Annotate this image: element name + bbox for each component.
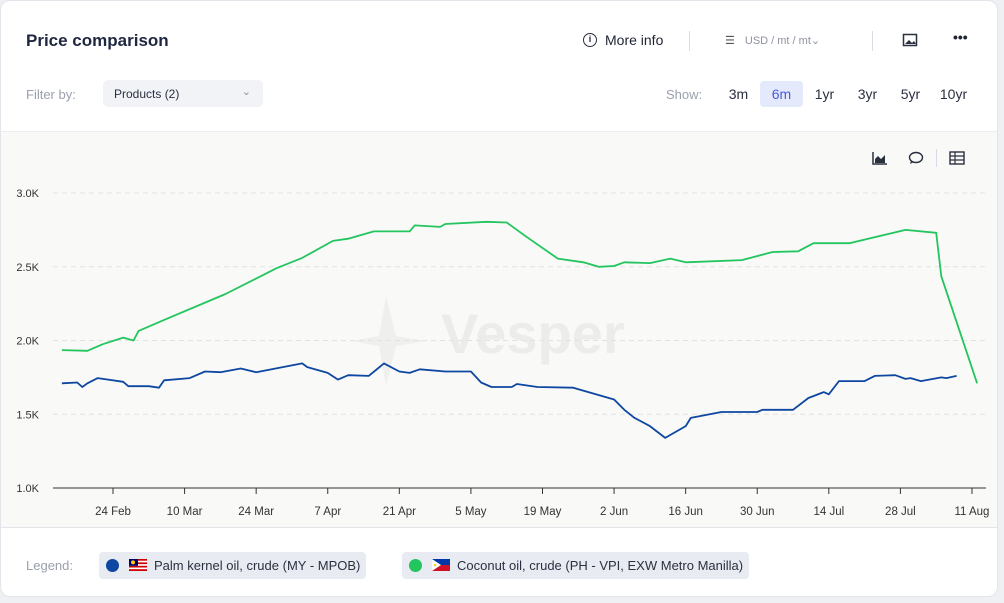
- comment-button[interactable]: [908, 151, 924, 168]
- x-tick-label: 28 Jul: [885, 506, 916, 518]
- watermark-logo: Vesper: [441, 302, 625, 365]
- legend-item-label: Coconut oil, crude (PH - VPI, EXW Metro …: [457, 558, 744, 573]
- philippines-flag-icon: [432, 559, 450, 571]
- period-5yr[interactable]: 5yr: [900, 86, 921, 102]
- show-label: Show:: [666, 87, 703, 102]
- x-tick-label: 11 Aug: [954, 506, 989, 518]
- chart-area: [1, 131, 997, 528]
- y-tick-label: 3.0K: [16, 188, 39, 200]
- y-tick-label: 1.5K: [16, 409, 39, 421]
- period-1yr[interactable]: 1yr: [814, 86, 835, 102]
- y-tick-label: 1.0K: [16, 483, 39, 495]
- table-icon: [949, 151, 965, 165]
- more-info-button[interactable]: i More info: [583, 32, 663, 48]
- series-line-palm-kernel-oil: [61, 362, 957, 439]
- legend-label: Legend:: [26, 558, 73, 573]
- series-line-coconut-oil: [61, 220, 978, 384]
- x-tick-label: 10 Mar: [167, 506, 203, 518]
- legend-item-coconut-oil[interactable]: Coconut oil, crude (PH - VPI, EXW Metro …: [402, 552, 750, 579]
- x-tick-label: 19 May: [524, 506, 562, 518]
- more-options-button[interactable]: •••: [953, 29, 968, 45]
- y-tick-label: 2.0K: [16, 336, 39, 348]
- area-chart-button[interactable]: [872, 151, 888, 168]
- period-6m[interactable]: 6m: [760, 81, 803, 107]
- legend: Legend: Palm kernel oil, crude (MY - MPO…: [1, 541, 997, 589]
- legend-item-label: Palm kernel oil, crude (MY - MPOB): [154, 558, 361, 573]
- unit-selector[interactable]: ☰ USD / mt / mt ⌄: [725, 34, 821, 48]
- more-info-label: More info: [605, 32, 664, 48]
- legend-item-palm-kernel-oil[interactable]: Palm kernel oil, crude (MY - MPOB): [99, 552, 367, 579]
- chevron-down-icon: ⌄: [241, 86, 251, 98]
- x-tick-label: 24 Feb: [95, 506, 131, 518]
- line-chart: Vesper 1.0K 1.5K 2.0K 2.5K 3.0K 24 Feb 10 Mar 24…: [16, 188, 989, 518]
- period-selector: 3m 6m 1yr 3yr 5yr 10yr: [717, 81, 975, 107]
- x-tick-label: 2 Jun: [600, 506, 628, 518]
- image-export-button[interactable]: [902, 32, 918, 48]
- unit-label: USD / mt / mt: [744, 34, 811, 47]
- area-chart-icon: [872, 152, 887, 165]
- divider: [689, 31, 690, 51]
- products-dropdown-value: Products (2): [114, 87, 180, 101]
- divider: [872, 31, 873, 51]
- period-10yr[interactable]: 10yr: [939, 86, 968, 102]
- info-icon: i: [583, 33, 597, 47]
- products-dropdown[interactable]: Products (2) ⌄: [103, 80, 263, 107]
- table-view-button[interactable]: [949, 151, 965, 168]
- more-icon: •••: [953, 29, 968, 45]
- series-color-dot: [106, 559, 119, 572]
- malaysia-flag-icon: [129, 559, 147, 571]
- image-icon: [902, 33, 918, 47]
- x-tick-label: 7 Apr: [314, 506, 341, 518]
- y-tick-label: 2.5K: [16, 262, 39, 274]
- x-tick-label: 21 Apr: [383, 506, 416, 518]
- period-3m[interactable]: 3m: [728, 86, 749, 102]
- x-tick-label: 14 Jul: [813, 506, 844, 518]
- card-title: Price comparison: [26, 31, 169, 50]
- sliders-icon: ☰: [725, 35, 735, 47]
- comment-icon: [908, 151, 924, 164]
- x-tick-label: 24 Mar: [238, 506, 274, 518]
- x-tick-label: 5 May: [455, 506, 487, 518]
- series-color-dot: [409, 559, 422, 572]
- filter-label: Filter by:: [26, 87, 76, 102]
- period-3yr[interactable]: 3yr: [857, 86, 878, 102]
- x-tick-label: 30 Jun: [740, 506, 775, 518]
- divider: [936, 149, 937, 167]
- x-tick-label: 16 Jun: [668, 506, 703, 518]
- chevron-down-icon: ⌄: [810, 35, 821, 47]
